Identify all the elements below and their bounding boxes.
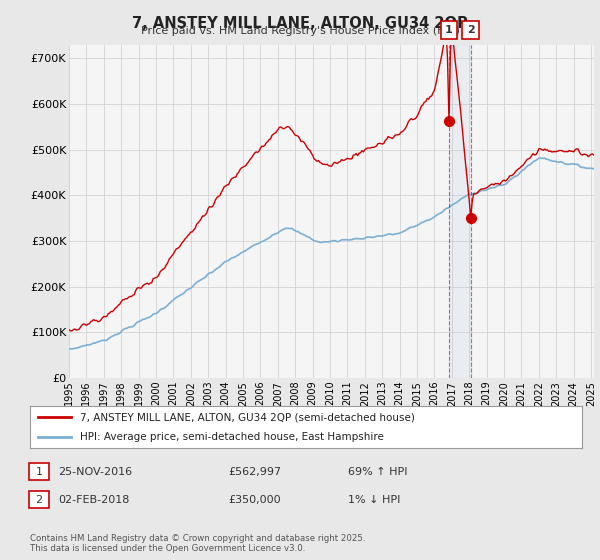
Text: 25-NOV-2016: 25-NOV-2016 [58,466,133,477]
Text: Price paid vs. HM Land Registry's House Price Index (HPI): Price paid vs. HM Land Registry's House … [140,26,460,36]
Text: 1: 1 [445,25,453,35]
Text: 02-FEB-2018: 02-FEB-2018 [58,494,130,505]
Bar [449,45,471,378]
Text: HPI: Average price, semi-detached house, East Hampshire: HPI: Average price, semi-detached house,… [80,432,383,442]
Text: 7, ANSTEY MILL LANE, ALTON, GU34 2QP (semi-detached house): 7, ANSTEY MILL LANE, ALTON, GU34 2QP (se… [80,412,415,422]
Text: 7, ANSTEY MILL LANE, ALTON, GU34 2QP: 7, ANSTEY MILL LANE, ALTON, GU34 2QP [132,16,468,31]
Text: 69% ↑ HPI: 69% ↑ HPI [348,466,407,477]
Text: £350,000: £350,000 [228,494,281,505]
Text: Contains HM Land Registry data © Crown copyright and database right 2025.
This d: Contains HM Land Registry data © Crown c… [30,534,365,553]
Text: 2: 2 [35,494,43,505]
Text: 2: 2 [467,25,475,35]
Text: 1% ↓ HPI: 1% ↓ HPI [348,494,400,505]
Text: 1: 1 [35,466,43,477]
Text: £562,997: £562,997 [228,466,281,477]
